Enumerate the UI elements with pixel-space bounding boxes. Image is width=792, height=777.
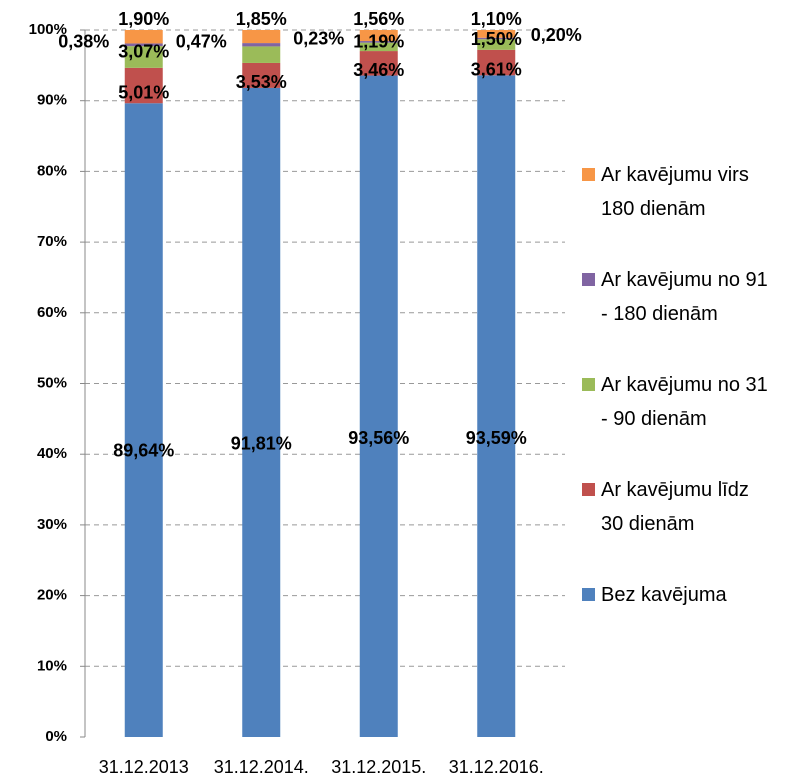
bar-segment (124, 43, 163, 47)
legend-swatch (582, 273, 595, 286)
bar-segment (359, 75, 398, 737)
data-label: 1,90% (118, 9, 169, 29)
data-label: 3,46% (353, 60, 404, 80)
data-label: 1,10% (471, 9, 522, 29)
y-tick-label: 80% (37, 162, 67, 179)
legend-swatch (582, 588, 595, 601)
bar-segment (359, 42, 398, 52)
legend-item: Bez kavējuma (582, 578, 782, 612)
legend-swatch (582, 168, 595, 181)
data-label: 3,07% (118, 42, 169, 62)
data-label: 0,47% (176, 31, 227, 51)
bar-segment (242, 87, 281, 737)
legend-item: Ar kavējumu līdz 30 dienām (582, 473, 782, 541)
data-label: 3,61% (471, 59, 522, 79)
bar-segment (124, 67, 163, 104)
y-tick-label: 60% (37, 304, 67, 321)
legend-item: Ar kavējumu no 31 - 90 dienām (582, 368, 782, 436)
bar-segment (477, 37, 516, 40)
legend-label: Ar kavējumu virs 180 dienām (601, 164, 749, 220)
bar-segment (477, 39, 516, 50)
legend-label: Ar kavējumu līdz 30 dienām (601, 479, 749, 535)
data-label: 93,56% (348, 428, 409, 448)
data-label: 91,81% (231, 434, 292, 454)
legend-swatch (582, 378, 595, 391)
bar-segment (124, 46, 163, 68)
data-label: 1,50% (471, 29, 522, 49)
y-tick-label: 70% (37, 233, 67, 250)
y-tick-label: 10% (37, 657, 67, 674)
bar-segment (477, 75, 516, 737)
y-tick-label: 40% (37, 445, 67, 462)
bar-segment (242, 30, 281, 44)
x-tick-label: 31.12.2014. (214, 757, 309, 777)
bar-segment (124, 103, 163, 738)
data-label: 1,56% (353, 9, 404, 29)
x-tick-label: 31.12.2016. (449, 757, 544, 777)
bar-segment (359, 51, 398, 76)
bar-segment (359, 30, 398, 42)
data-label: 1,85% (236, 9, 287, 29)
data-label: 1,19% (353, 32, 404, 52)
legend-item: Ar kavējumu no 91 - 180 dienām (582, 263, 782, 331)
bar-segment (242, 43, 281, 47)
y-tick-label: 30% (37, 516, 67, 533)
y-tick-label: 90% (37, 92, 67, 109)
data-label: 89,64% (113, 441, 174, 461)
x-tick-label: 31.12.2013 (99, 757, 189, 777)
legend-label: Ar kavējumu no 91 - 180 dienām (601, 269, 768, 325)
bar-segment (124, 30, 163, 44)
data-label: 0,20% (531, 25, 582, 45)
bar-segment (359, 41, 398, 43)
legend-label: Ar kavējumu no 31 - 90 dienām (601, 374, 768, 430)
y-tick-label: 20% (37, 587, 67, 604)
bar-segment (477, 49, 516, 76)
bar-segment (477, 30, 516, 38)
y-tick-label: 0% (45, 728, 67, 745)
y-tick-label: 50% (37, 374, 67, 391)
legend-swatch (582, 483, 595, 496)
data-label: 5,01% (118, 82, 169, 102)
bar-segment (242, 46, 281, 63)
data-label: 93,59% (466, 428, 527, 448)
bar-segment (242, 62, 281, 88)
data-label: 3,53% (236, 72, 287, 92)
y-tick-label: 100% (29, 21, 67, 38)
data-label: 0,38% (58, 32, 109, 52)
legend-item: Ar kavējumu virs 180 dienām (582, 158, 782, 226)
data-label: 0,23% (293, 29, 344, 49)
x-tick-label: 31.12.2015. (331, 757, 426, 777)
legend-label: Bez kavējuma (601, 584, 727, 606)
